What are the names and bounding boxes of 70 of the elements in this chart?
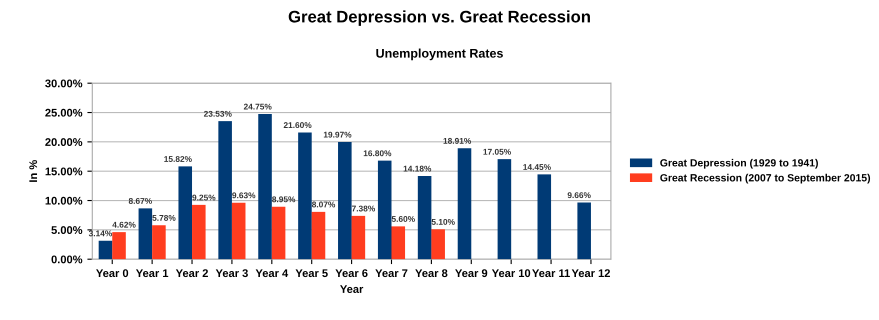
bar (391, 226, 406, 260)
data-label: 5.60% (392, 216, 415, 222)
legend-label: Great Depression (1929 to 1941) (660, 158, 818, 169)
data-label: 9.63% (232, 192, 256, 198)
x-axis-title: Year (340, 285, 364, 293)
x-tick-label: Year 7 (375, 269, 408, 278)
data-label: 23.53% (204, 110, 232, 117)
y-tick-label: 25.00% (45, 108, 82, 117)
x-tick-label: Year 10 (492, 269, 530, 278)
data-label: 8.67% (128, 198, 152, 204)
bar (458, 148, 472, 260)
bar (98, 240, 112, 260)
data-label: 14.18% (404, 166, 432, 172)
bar (352, 216, 366, 260)
data-label: 21.60% (284, 122, 312, 128)
data-label: 8.95% (272, 196, 296, 202)
x-tick-label: Year 1 (136, 269, 168, 278)
data-label: 24.75% (244, 104, 272, 110)
y-tick-label: 0.00% (52, 255, 82, 264)
y-tick-label: 10.00% (46, 196, 82, 205)
bar (431, 229, 445, 260)
data-label: 8.07% (312, 202, 336, 208)
y-tick-label: 30.00% (45, 79, 82, 88)
y-tick-label: 5.00% (51, 226, 82, 234)
y-tick-label: 20.00% (45, 138, 82, 146)
bar (298, 132, 312, 260)
data-label: 16.80% (364, 150, 392, 156)
data-label: 3.14% (88, 230, 112, 236)
x-tick-label: Year 11 (532, 269, 570, 278)
bar (218, 121, 232, 260)
bar (138, 208, 152, 260)
bar (538, 174, 552, 260)
x-tick-label: Year 0 (96, 269, 128, 278)
x-tick-label: Year 4 (256, 269, 288, 278)
bar (312, 212, 326, 260)
chart-subtitle: Unemployment Rates (376, 48, 503, 60)
bar (498, 159, 512, 260)
x-tick-label: Year 5 (296, 269, 328, 278)
x-tick-label: Year 12 (572, 269, 610, 278)
bar (112, 232, 126, 260)
x-tick-label: Year 9 (455, 269, 488, 278)
x-tick-label: Year 6 (335, 269, 368, 278)
data-label: 7.38% (352, 206, 376, 212)
x-tick-label: Year 3 (216, 269, 248, 278)
bar (418, 176, 432, 260)
bar (152, 225, 166, 260)
data-label: 19.97% (324, 132, 352, 138)
bar (178, 166, 192, 260)
bar (192, 204, 206, 260)
bar (378, 160, 392, 260)
x-tick-label: Year 8 (415, 269, 448, 278)
x-tick-label: Year 2 (176, 269, 208, 278)
y-tick-label: 15.00% (46, 167, 82, 176)
legend-label: Great Recession (2007 to September 2015) (660, 174, 870, 184)
data-label: 17.05% (483, 148, 511, 155)
bar (258, 114, 272, 260)
bar (577, 202, 591, 260)
bar (338, 142, 352, 260)
data-label: 14.45% (523, 164, 551, 170)
y-axis-title: In % (29, 160, 38, 182)
data-label: 15.82% (164, 156, 192, 162)
data-label: 4.62% (112, 222, 136, 228)
data-label: 9.66% (568, 192, 591, 198)
bar (272, 206, 286, 260)
chart-title: Great Depression vs. Great Recession (288, 10, 590, 26)
data-label: 9.25% (192, 194, 216, 201)
data-label: 5.10% (432, 218, 455, 225)
data-label: 5.78% (152, 214, 176, 221)
bar (232, 202, 246, 260)
data-label: 18.91% (444, 138, 472, 144)
